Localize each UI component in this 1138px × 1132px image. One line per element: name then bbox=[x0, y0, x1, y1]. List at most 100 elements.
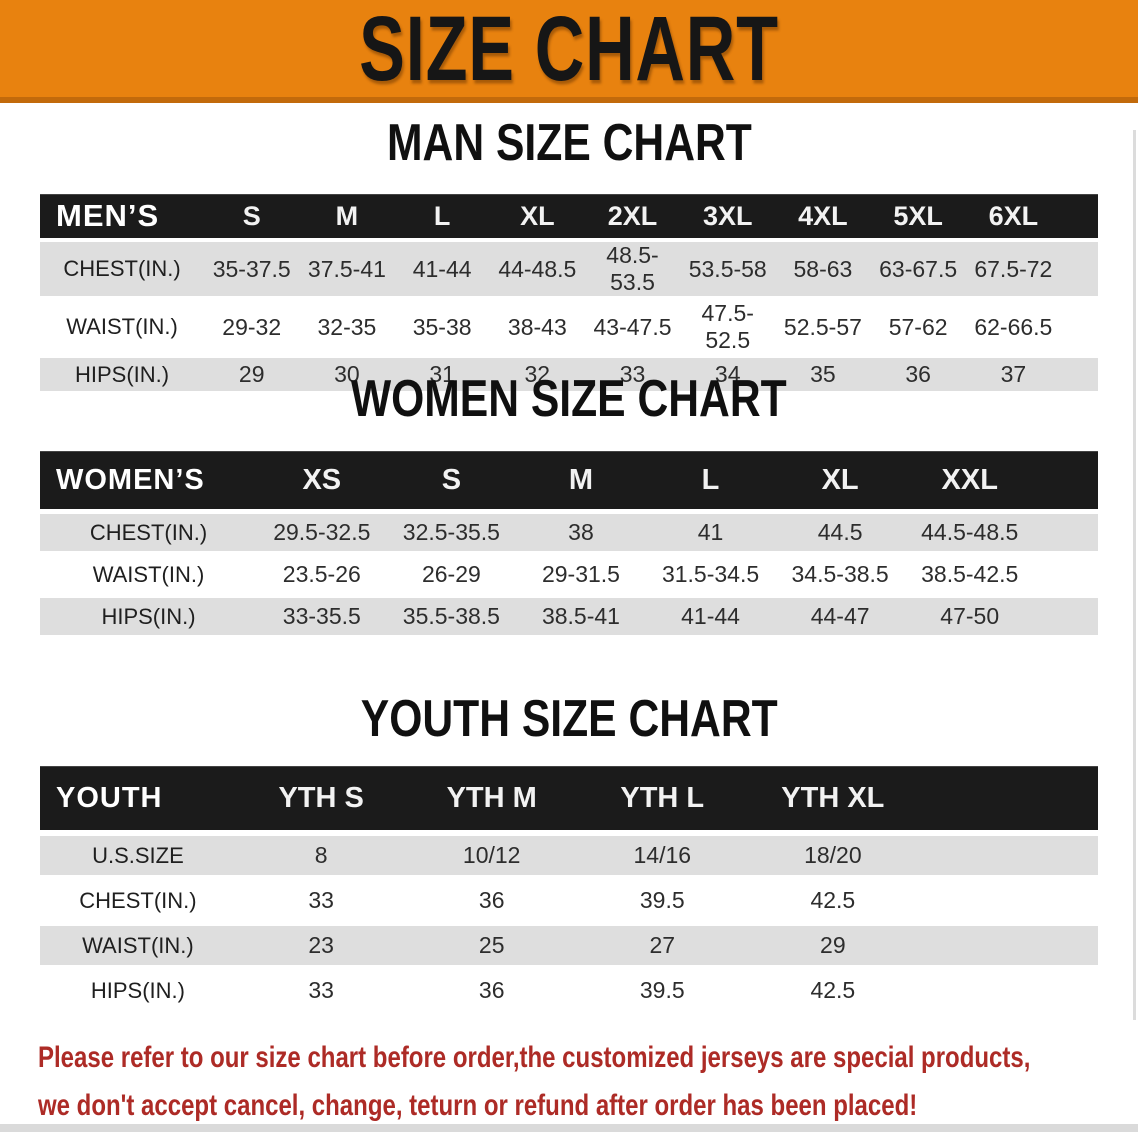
mens-heading-text: MAN SIZE CHART bbox=[386, 114, 752, 172]
measurement-value: 32-35 bbox=[299, 300, 395, 354]
disclaimer-note: Please refer to our size chart before or… bbox=[38, 1034, 1138, 1130]
row-filler-cell bbox=[918, 881, 1098, 920]
banner: SIZE CHART bbox=[0, 0, 1138, 103]
size-column-header: 4XL bbox=[775, 194, 871, 238]
size-column-header: YTH M bbox=[406, 766, 577, 830]
measurement-label: WAIST(IN.) bbox=[40, 556, 258, 593]
measurement-value: 47.5-52.5 bbox=[680, 300, 776, 354]
measurement-value: 52.5-57 bbox=[775, 300, 871, 354]
mens-section-heading: MAN SIZE CHART bbox=[0, 116, 1138, 171]
measurement-label: WAIST(IN.) bbox=[40, 300, 205, 354]
measurement-value: 44-48.5 bbox=[489, 242, 585, 296]
youth-heading-text: YOUTH SIZE CHART bbox=[360, 690, 778, 748]
size-column-header: 3XL bbox=[680, 194, 776, 238]
measurement-value: 47-50 bbox=[904, 598, 1035, 635]
measurement-value: 34 bbox=[680, 358, 776, 391]
measurement-value: 14/16 bbox=[576, 836, 748, 875]
header-filler-cell bbox=[1034, 451, 1098, 509]
measurement-value: 29-32 bbox=[204, 300, 300, 354]
size-column-header: S bbox=[204, 194, 300, 238]
measurement-value: 18/20 bbox=[747, 836, 919, 875]
measurement-value: 32 bbox=[489, 358, 585, 391]
measurement-value: 63-67.5 bbox=[870, 242, 966, 296]
measurement-value: 36 bbox=[406, 881, 577, 920]
row-filler-cell bbox=[1034, 514, 1098, 551]
measurement-value: 62-66.5 bbox=[965, 300, 1061, 354]
measurement-value: 23.5-26 bbox=[257, 556, 387, 593]
size-column-header: XS bbox=[257, 451, 387, 509]
measurement-value: 29.5-32.5 bbox=[257, 514, 387, 551]
measurement-label: CHEST(IN.) bbox=[40, 242, 205, 296]
measurement-value: 39.5 bbox=[576, 971, 748, 1010]
measurement-value: 44-47 bbox=[775, 598, 905, 635]
measurement-value: 35-38 bbox=[394, 300, 490, 354]
measurement-row: CHEST(IN.) 33 36 39.5 42.5 bbox=[40, 881, 1098, 920]
measurement-value: 31 bbox=[394, 358, 490, 391]
measurement-row: CHEST(IN.) 35-37.5 37.5-41 41-44 44-48.5 48.5… bbox=[40, 242, 1098, 296]
measurement-value: 53.5-58 bbox=[680, 242, 776, 296]
measurement-label: HIPS(IN.) bbox=[40, 358, 205, 391]
measurement-label: CHEST(IN.) bbox=[40, 514, 258, 551]
measurement-value: 39.5 bbox=[576, 881, 748, 920]
disclaimer-line-2: we don't accept cancel, change, teturn o… bbox=[38, 1089, 918, 1122]
measurement-row: WAIST(IN.) 23.5-26 26-29 29-31.5 31.5-34.5 34… bbox=[40, 556, 1098, 593]
measurement-label: HIPS(IN.) bbox=[40, 598, 258, 635]
youth-size-table: YOUTH YTH S YTH M YTH L YTH XL U.S.SIZE 8 10/12… bbox=[40, 760, 1098, 1016]
measurement-value: 34.5-38.5 bbox=[775, 556, 905, 593]
measurement-row: HIPS(IN.) 33 36 39.5 42.5 bbox=[40, 971, 1098, 1010]
measurement-value: 41 bbox=[645, 514, 776, 551]
measurement-value: 25 bbox=[406, 926, 577, 965]
measurement-value: 42.5 bbox=[747, 881, 919, 920]
measurement-value: 32.5-35.5 bbox=[386, 514, 517, 551]
womens-size-table: WOMEN’S XS S M L XL XXL CHEST(IN.) 29.5-32.5 32.5… bbox=[40, 446, 1098, 640]
table-corner-label: YOUTH bbox=[40, 766, 236, 830]
measurement-value: 23 bbox=[235, 926, 407, 965]
measurement-row: WAIST(IN.) 29-32 32-35 35-38 38-43 43-47.5 47.… bbox=[40, 300, 1098, 354]
measurement-value: 30 bbox=[299, 358, 395, 391]
measurement-label: U.S.SIZE bbox=[40, 836, 236, 875]
row-filler-cell bbox=[918, 926, 1098, 965]
measurement-value: 33 bbox=[235, 881, 407, 920]
disclaimer-line-1: Please refer to our size chart before or… bbox=[38, 1041, 1031, 1074]
measurement-value: 36 bbox=[870, 358, 966, 391]
measurement-value: 41-44 bbox=[394, 242, 490, 296]
measurement-value: 35-37.5 bbox=[204, 242, 300, 296]
size-header-row: WOMEN’S XS S M L XL XXL bbox=[40, 451, 1098, 509]
measurement-value: 44.5-48.5 bbox=[904, 514, 1035, 551]
measurement-value: 27 bbox=[576, 926, 748, 965]
measurement-value: 48.5-53.5 bbox=[584, 242, 681, 296]
bottom-edge-strip bbox=[0, 1124, 1138, 1132]
banner-title: SIZE CHART bbox=[359, 0, 779, 100]
size-column-header: YTH S bbox=[235, 766, 407, 830]
size-column-header: L bbox=[645, 451, 776, 509]
row-filler-cell bbox=[918, 971, 1098, 1010]
womens-heading-text: WOMEN SIZE CHART bbox=[351, 370, 787, 428]
womens-section-heading: WOMEN SIZE CHART bbox=[0, 372, 1138, 427]
size-column-header: XXL bbox=[904, 451, 1035, 509]
measurement-label: CHEST(IN.) bbox=[40, 881, 236, 920]
measurement-value: 37 bbox=[965, 358, 1061, 391]
measurement-label: HIPS(IN.) bbox=[40, 971, 236, 1010]
measurement-value: 43-47.5 bbox=[584, 300, 681, 354]
right-edge-artifact bbox=[1133, 130, 1136, 1020]
measurement-value: 29-31.5 bbox=[516, 556, 646, 593]
measurement-value: 44.5 bbox=[775, 514, 905, 551]
measurement-value: 33-35.5 bbox=[257, 598, 387, 635]
row-filler-cell bbox=[1060, 242, 1098, 296]
size-column-header: YTH XL bbox=[747, 766, 919, 830]
measurement-row: U.S.SIZE 8 10/12 14/16 18/20 bbox=[40, 836, 1098, 875]
measurement-value: 38-43 bbox=[489, 300, 585, 354]
size-column-header: S bbox=[386, 451, 517, 509]
measurement-value: 35 bbox=[775, 358, 871, 391]
measurement-label: WAIST(IN.) bbox=[40, 926, 236, 965]
size-column-header: L bbox=[394, 194, 490, 238]
size-header-row: YOUTH YTH S YTH M YTH L YTH XL bbox=[40, 766, 1098, 830]
measurement-row: CHEST(IN.) 29.5-32.5 32.5-35.5 38 41 44.5 44.5… bbox=[40, 514, 1098, 551]
measurement-value: 58-63 bbox=[775, 242, 871, 296]
measurement-row: HIPS(IN.) 29 30 31 32 33 34 35 36 37 bbox=[40, 358, 1098, 391]
measurement-value: 31.5-34.5 bbox=[645, 556, 776, 593]
size-column-header: XL bbox=[489, 194, 585, 238]
measurement-value: 36 bbox=[406, 971, 577, 1010]
size-column-header: 2XL bbox=[584, 194, 681, 238]
